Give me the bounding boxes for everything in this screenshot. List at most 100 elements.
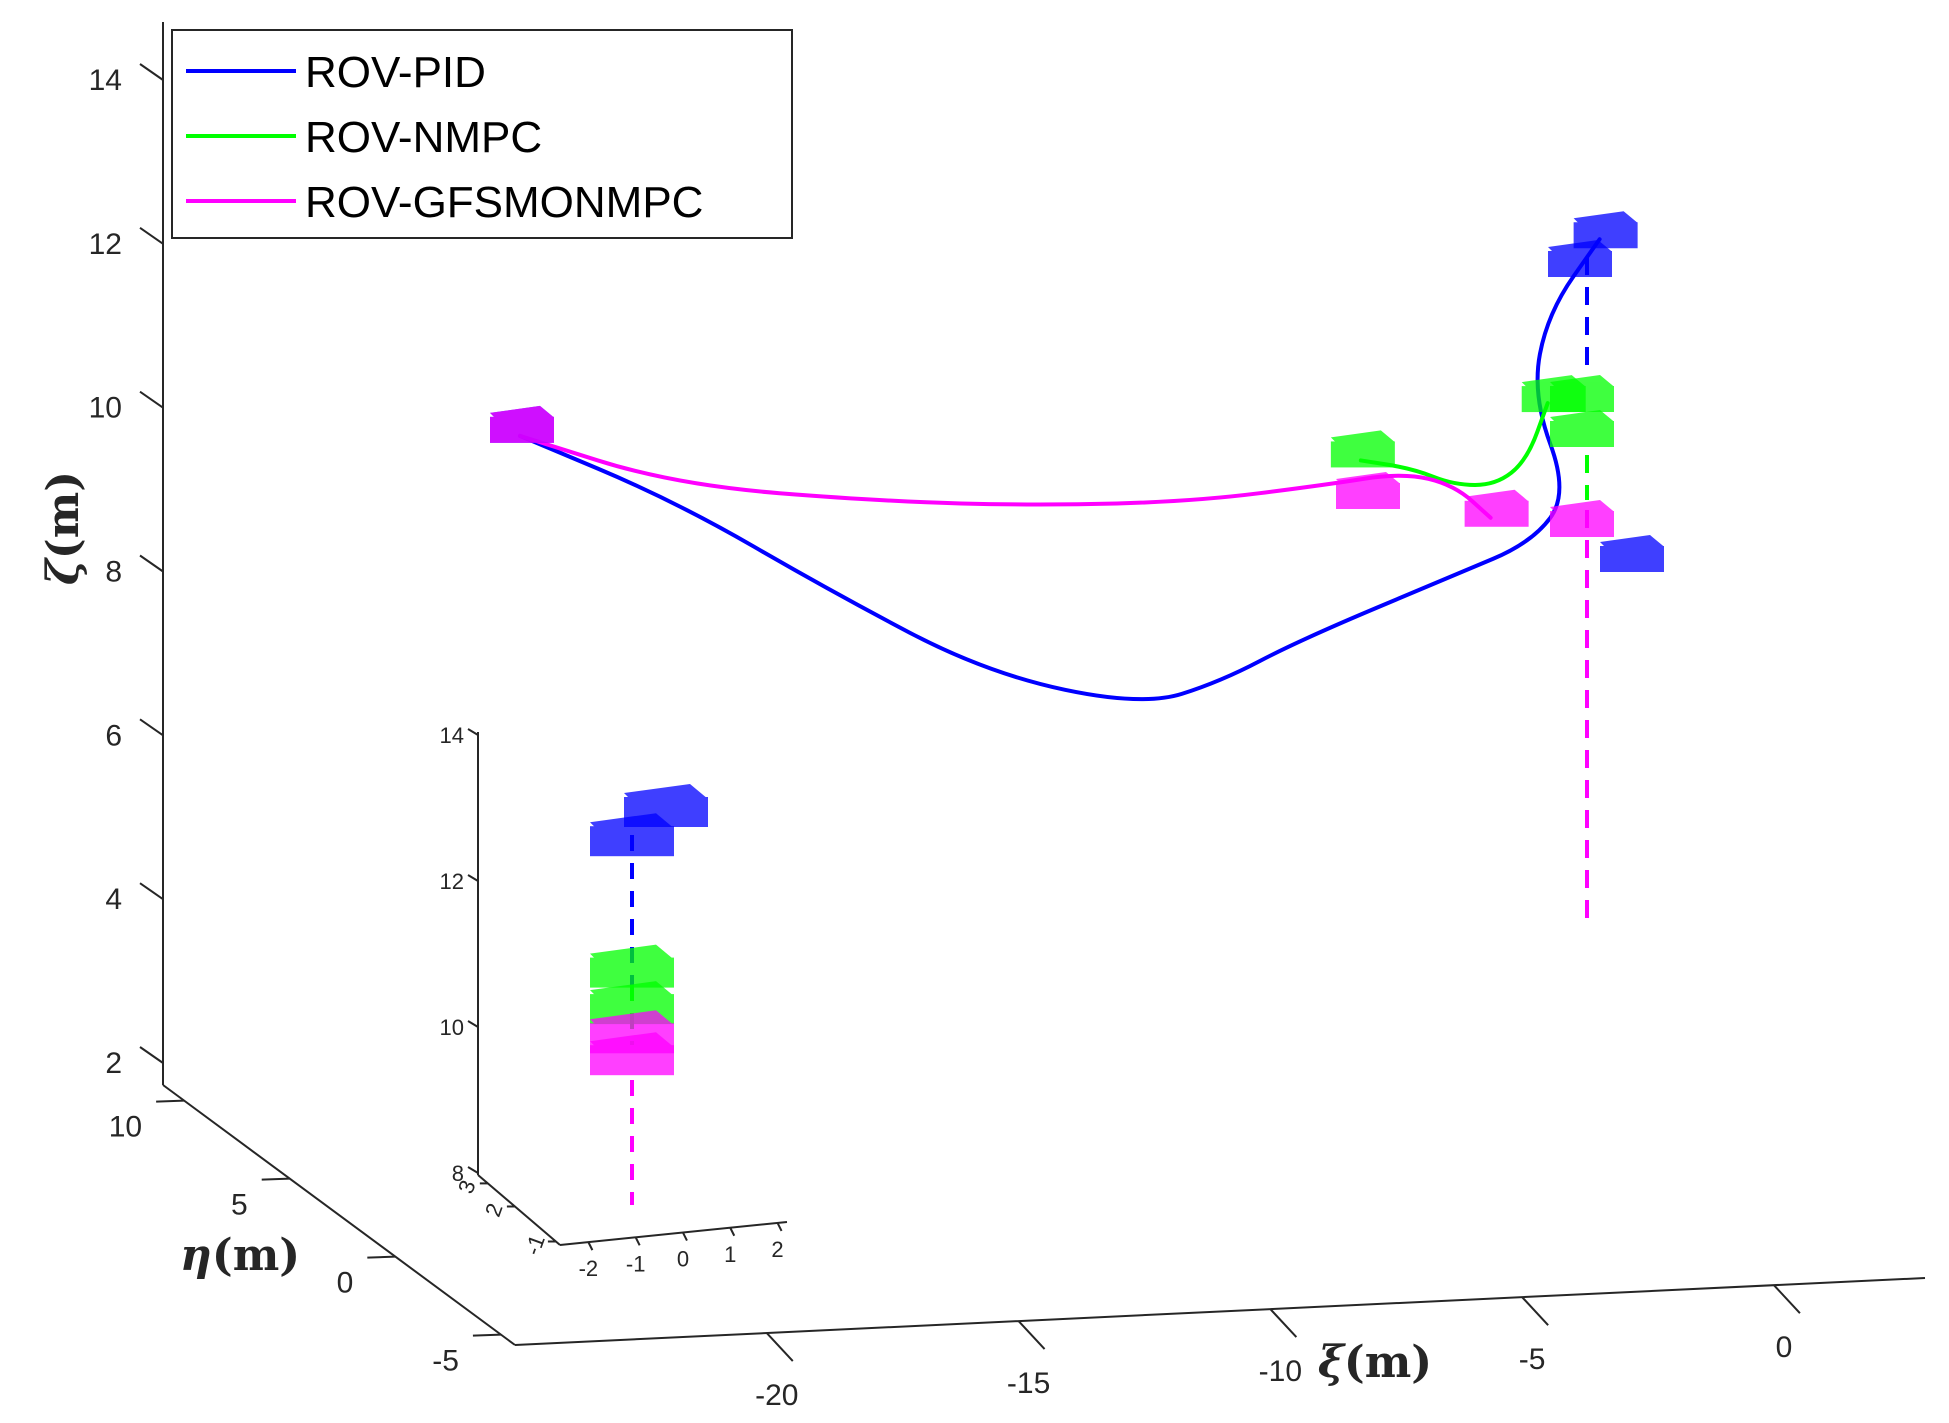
y-tick-label: -5 (432, 1345, 459, 1378)
inset-x-tick-label: 2 (771, 1237, 783, 1262)
inset-x-tick-label: 1 (724, 1242, 736, 1267)
z-tick-label: 12 (89, 228, 122, 261)
rov-ref-block-0 (1548, 240, 1612, 277)
x-axis-ticks: -20 -15 -10 -5 0 (755, 1284, 1801, 1412)
inset-x-tick-label: -1 (626, 1251, 646, 1276)
x-tick-mark (1521, 1296, 1549, 1326)
legend: ROV-PID ROV-NMPC ROV-GFSMONMPC (171, 29, 793, 239)
y-axis-ticks: -5 0 5 10 (109, 1099, 501, 1378)
rov-ref-block-3 (1550, 375, 1614, 412)
inset-block-rov-pid-body (590, 826, 674, 857)
x-axis-label: ξ(m) (1318, 1337, 1432, 1388)
inset-z-tick-label: 12 (440, 869, 464, 894)
y-axis-label: η(m) (180, 1230, 300, 1281)
series-layer (518, 237, 1602, 702)
y-tick-mark (261, 1177, 290, 1181)
inset-z-tick-mark (467, 874, 479, 882)
inset-x-tick-mark (587, 1241, 594, 1251)
rov-ref-block-1-body (1600, 546, 1664, 572)
inset-x-axis-line (559, 1221, 788, 1246)
inset-block-rov-gfsmonmpc (590, 1032, 674, 1076)
rov-ref-block-3-body (1550, 386, 1614, 412)
inset-block-rov-nmpc (590, 944, 674, 988)
z-tick-mark (139, 554, 164, 573)
rov-ref-block-1 (1600, 535, 1664, 572)
inset-block-rov-pid (590, 813, 674, 857)
x-tick-label: -5 (1519, 1343, 1546, 1376)
inset-y-tick-label: 3 (453, 1177, 481, 1197)
z-tick-label: 8 (105, 556, 122, 589)
z-tick-label: 4 (105, 883, 122, 916)
rov-ref-block-0-body (1548, 251, 1612, 277)
inset-block-rov-nmpc-body (590, 957, 674, 988)
legend-label-rov-pid: ROV-PID (305, 48, 486, 97)
inset-z-tick-label: 10 (440, 1015, 464, 1040)
inset-x-tick-label: -2 (579, 1256, 599, 1281)
legend-label-rov-nmpc: ROV-NMPC (305, 113, 542, 162)
rov-ref-block-2-body (1550, 421, 1614, 447)
z-tick-mark (139, 718, 164, 737)
y-tick-label: 5 (231, 1189, 248, 1222)
x-tick-mark (1269, 1308, 1298, 1338)
x-tick-mark (1017, 1320, 1046, 1350)
z-tick-label: 14 (89, 64, 122, 97)
y-axis-line (162, 1084, 516, 1346)
z-tick-mark (139, 63, 164, 81)
rov-ref-block-5 (1336, 472, 1400, 509)
inset-blocks (590, 784, 708, 1076)
inset-x-tick-mark (776, 1222, 783, 1232)
y-tick-mark (367, 1255, 396, 1259)
x-tick-label: 0 (1776, 1331, 1793, 1364)
rov-end-block-rov-gfsmonmpc (1464, 489, 1529, 527)
inset-x-tick-mark (729, 1227, 736, 1237)
legend-label-rov-gfsmonmpc: ROV-GFSMONMPC (305, 178, 703, 227)
inset-y-tick-label: -1 (520, 1231, 550, 1258)
z-axis-label: ζ(m) (38, 471, 89, 585)
inset-x-tick-mark (682, 1232, 688, 1241)
rov-start-block-rov-gfsmonmpc-body (490, 416, 554, 443)
rov-start-block-rov-nmpc-body (1330, 441, 1395, 468)
rov-ref-block-4 (1550, 500, 1614, 537)
z-tick-mark (139, 227, 164, 245)
rov-ref-block-4-body (1550, 511, 1614, 537)
x-tick-mark (1773, 1284, 1801, 1314)
x-tick-mark (766, 1332, 794, 1362)
inset-z-ticks: 8 10 12 14 (440, 723, 479, 1186)
y-tick-label: 10 (109, 1111, 142, 1144)
inset-z-tick-mark (467, 1020, 479, 1028)
z-tick-mark (139, 390, 164, 409)
inset-z-tick-label: 8 (452, 1161, 464, 1186)
y-tick-mark (472, 1333, 501, 1337)
inset-z-tick-mark (467, 728, 479, 736)
inset-x-tick-label: 0 (677, 1247, 689, 1272)
x-axis-line (514, 1277, 1926, 1346)
x-tick-label: -15 (1007, 1367, 1050, 1400)
z-tick-mark (139, 882, 164, 900)
z-tick-label: 6 (105, 719, 122, 752)
rov-blocks-layer (490, 211, 1664, 572)
axes-frame (162, 22, 1926, 1346)
inset-z-tick-label: 14 (440, 723, 464, 748)
inset-y-ticks: -1 2 3 (453, 1177, 556, 1258)
x-tick-label: -20 (755, 1379, 798, 1412)
z-tick-label: 2 (105, 1047, 122, 1080)
inset-y-axis-line (477, 1174, 561, 1246)
inset-y-tick-label: 2 (480, 1200, 508, 1220)
rov-ref-block-5-body (1336, 483, 1400, 509)
x-tick-label: -10 (1259, 1355, 1302, 1388)
inset-block-rov-gfsmonmpc-body (590, 1045, 674, 1076)
rov-start-block-rov-gfsmonmpc (490, 405, 554, 443)
z-tick-mark (139, 1046, 164, 1064)
z-axis-ticks: 2 4 6 8 10 12 14 (89, 63, 164, 1080)
legend-entries: ROV-PID ROV-NMPC ROV-GFSMONMPC (186, 48, 703, 227)
y-tick-mark (156, 1099, 185, 1103)
inset-x-tick-mark (634, 1236, 641, 1246)
rov-end-block-rov-gfsmonmpc-body (1464, 500, 1529, 527)
series-line-rov-pid (518, 237, 1602, 702)
y-tick-label: 0 (337, 1267, 354, 1300)
inset-z-tick-mark (467, 1166, 479, 1174)
rov-start-block-rov-nmpc (1330, 430, 1395, 468)
rov-ref-block-2 (1550, 410, 1614, 447)
